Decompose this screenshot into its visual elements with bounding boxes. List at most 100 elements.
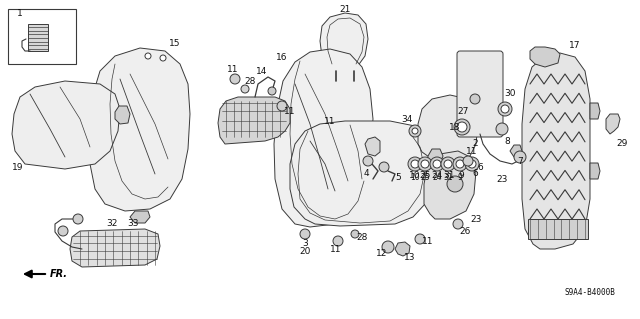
Text: 11: 11 (324, 116, 336, 125)
Polygon shape (510, 145, 522, 157)
Circle shape (470, 94, 480, 104)
Circle shape (277, 101, 287, 111)
Text: 3: 3 (302, 239, 308, 248)
Polygon shape (395, 242, 410, 256)
Text: 19: 19 (12, 162, 24, 172)
Text: 12: 12 (376, 249, 388, 258)
Circle shape (498, 102, 512, 116)
Text: 11: 11 (284, 108, 296, 116)
Circle shape (382, 241, 394, 253)
Circle shape (145, 53, 151, 59)
Polygon shape (522, 53, 590, 249)
Text: 17: 17 (569, 41, 580, 50)
Circle shape (496, 123, 508, 135)
Text: 2: 2 (472, 139, 478, 149)
Circle shape (160, 55, 166, 61)
Polygon shape (12, 81, 120, 169)
Text: 7: 7 (517, 157, 523, 166)
Text: 4: 4 (363, 169, 369, 179)
Circle shape (363, 156, 373, 166)
Circle shape (453, 219, 463, 229)
Text: 33: 33 (127, 219, 139, 228)
Text: 28: 28 (244, 78, 256, 86)
Circle shape (456, 160, 464, 168)
Text: 27: 27 (458, 108, 468, 116)
Circle shape (58, 226, 68, 236)
Circle shape (444, 160, 452, 168)
Circle shape (412, 128, 418, 134)
Text: 25: 25 (419, 172, 431, 181)
Text: 24: 24 (432, 174, 442, 182)
Circle shape (418, 157, 432, 171)
Text: 23: 23 (496, 174, 508, 183)
Text: 20: 20 (300, 247, 310, 256)
Polygon shape (218, 97, 290, 144)
Circle shape (433, 160, 441, 168)
Circle shape (351, 230, 359, 238)
Circle shape (457, 122, 467, 132)
Polygon shape (606, 114, 620, 134)
Text: 11: 11 (467, 147, 477, 157)
Circle shape (415, 234, 425, 244)
Circle shape (453, 157, 467, 171)
Polygon shape (70, 229, 160, 267)
Polygon shape (130, 211, 150, 223)
Bar (8, 9, 76, 64)
Text: 6: 6 (477, 162, 483, 172)
Text: 10: 10 (410, 174, 420, 182)
Circle shape (421, 160, 429, 168)
Polygon shape (290, 121, 433, 226)
Polygon shape (274, 49, 373, 227)
Text: 30: 30 (504, 90, 516, 99)
Text: 23: 23 (470, 214, 482, 224)
Circle shape (465, 157, 479, 171)
Text: 25: 25 (420, 174, 430, 182)
Polygon shape (418, 95, 478, 161)
Polygon shape (320, 13, 368, 71)
Circle shape (333, 236, 343, 246)
Circle shape (230, 74, 240, 84)
Text: 32: 32 (106, 219, 118, 228)
Polygon shape (528, 219, 588, 239)
Text: 9: 9 (458, 172, 464, 181)
Polygon shape (90, 48, 190, 211)
Text: 13: 13 (404, 253, 416, 262)
Text: 31: 31 (443, 174, 453, 182)
Text: S9A4-B4000B: S9A4-B4000B (564, 288, 615, 297)
Circle shape (468, 160, 476, 168)
Circle shape (73, 214, 83, 224)
Text: 9: 9 (458, 174, 463, 182)
Polygon shape (590, 163, 600, 179)
Text: 8: 8 (504, 137, 510, 145)
Text: 26: 26 (460, 226, 470, 235)
Circle shape (268, 87, 276, 95)
Polygon shape (590, 103, 600, 119)
Text: 11: 11 (227, 64, 239, 73)
Circle shape (501, 105, 509, 113)
Polygon shape (424, 151, 476, 219)
Text: 21: 21 (339, 4, 351, 13)
Text: FR.: FR. (50, 269, 68, 279)
Text: 10: 10 (409, 172, 420, 181)
Circle shape (441, 157, 455, 171)
Text: 15: 15 (169, 40, 180, 48)
Text: 31: 31 (444, 172, 455, 181)
Polygon shape (428, 149, 443, 165)
Text: 34: 34 (401, 115, 413, 123)
Text: 1: 1 (17, 10, 23, 19)
Polygon shape (365, 137, 380, 156)
Circle shape (300, 229, 310, 239)
Text: 16: 16 (276, 53, 288, 62)
Text: 18: 18 (449, 122, 461, 131)
FancyBboxPatch shape (457, 51, 503, 137)
Circle shape (408, 157, 422, 171)
Circle shape (454, 119, 470, 135)
Circle shape (447, 176, 463, 192)
Text: 24: 24 (431, 172, 443, 181)
Circle shape (463, 156, 473, 166)
Text: 28: 28 (356, 233, 368, 241)
Text: 5: 5 (395, 173, 401, 182)
Text: 29: 29 (616, 139, 628, 149)
Text: 6: 6 (472, 169, 478, 179)
Polygon shape (115, 106, 130, 124)
